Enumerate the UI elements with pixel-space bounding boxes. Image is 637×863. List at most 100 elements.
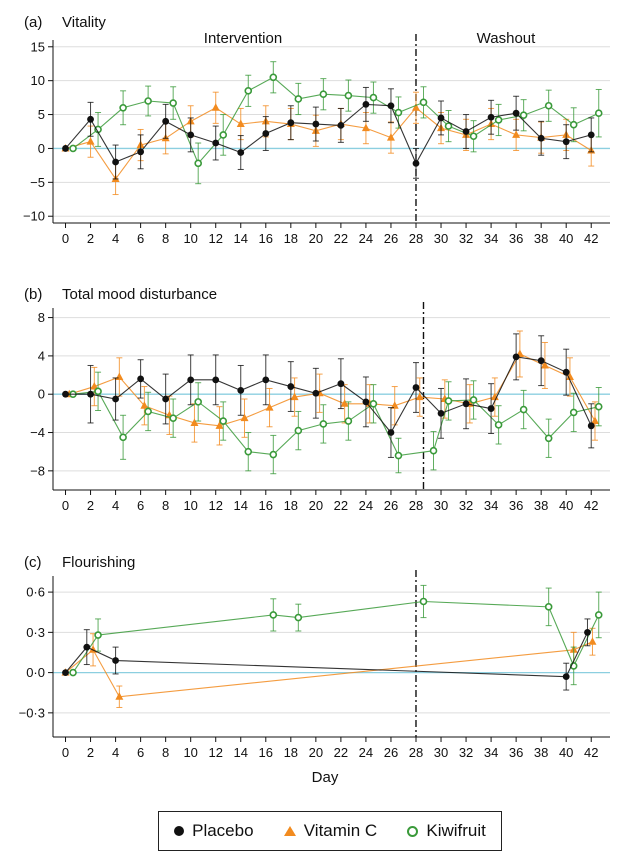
x-tick-label: 36: [509, 745, 523, 760]
legend-label-vitamin-c: Vitamin C: [303, 821, 378, 840]
x-tick-label: 30: [434, 498, 448, 513]
data-point-placebo: [87, 115, 94, 123]
data-point-vitamin-c: [211, 103, 220, 111]
data-point-vitamin-c: [215, 421, 224, 429]
panel-c-title: Flourishing: [62, 554, 135, 571]
data-point-kiwifruit: [369, 93, 378, 102]
x-tick-label: 28: [409, 231, 423, 246]
data-point-kiwifruit: [344, 91, 353, 100]
legend-label-kiwifruit: Kiwifruit: [426, 821, 486, 840]
data-point-kiwifruit: [219, 417, 228, 425]
data-point-vitamin-c: [90, 382, 99, 390]
data-point-vitamin-c: [115, 372, 124, 380]
data-point-kiwifruit: [544, 603, 553, 611]
series-line-kiwifruit: [72, 76, 599, 165]
y-tick-label: 10: [31, 73, 45, 88]
series-placebo: [62, 333, 595, 458]
data-point-placebo: [337, 122, 345, 129]
data-point-kiwifruit: [294, 613, 303, 622]
x-tick-label: 10: [183, 231, 197, 246]
data-point-kiwifruit: [269, 611, 278, 619]
y-tick-label: 5: [38, 107, 45, 122]
data-point-vitamin-c: [140, 401, 149, 409]
series-line-kiwifruit: [72, 600, 600, 673]
x-tick-label: 4: [112, 498, 119, 513]
data-point-placebo: [112, 158, 119, 166]
y-tick-label: 0·6: [26, 585, 45, 600]
data-point-placebo: [412, 159, 420, 167]
x-tick-label: 2: [87, 498, 94, 513]
y-tick-label: 0·0: [26, 665, 45, 680]
legend-item-vitamin-c: Vitamin C: [283, 821, 378, 841]
x-tick-label: 38: [534, 498, 548, 513]
data-point-vitamin-c: [115, 692, 124, 700]
y-tick-label: −5: [30, 175, 45, 190]
x-tick-label: 22: [334, 745, 348, 760]
y-tick-label: −4: [30, 425, 45, 440]
x-tick-label: 24: [359, 231, 373, 246]
x-tick-label: 30: [434, 231, 448, 246]
data-point-placebo: [62, 669, 69, 676]
x-tick-label: 26: [384, 231, 398, 246]
plot-flourishing: −0·30·00·30·60 2 4 6 8 10 12 14 16 18 20 22 24 26 28 30…: [19, 570, 610, 760]
y-tick-label: 0: [38, 141, 45, 156]
phase-label-washout: Washout: [477, 30, 536, 47]
x-tick-label: 24: [359, 745, 373, 760]
data-point-placebo: [512, 353, 520, 361]
x-tick-label: 26: [384, 498, 398, 513]
data-point-placebo: [137, 148, 145, 156]
data-point-placebo: [162, 395, 170, 403]
data-point-placebo: [362, 100, 370, 108]
data-point-vitamin-c: [588, 637, 597, 645]
x-tick-label: 16: [259, 231, 273, 246]
data-point-placebo: [537, 357, 545, 365]
data-point-placebo: [62, 390, 69, 398]
x-tick-label: 18: [284, 231, 298, 246]
data-point-placebo: [337, 380, 345, 388]
data-point-kiwifruit: [419, 98, 428, 107]
x-tick-label: 28: [409, 498, 423, 513]
data-point-placebo: [387, 429, 395, 436]
data-point-vitamin-c: [390, 401, 399, 409]
data-point-placebo: [437, 409, 445, 417]
legend-item-placebo: Placebo: [174, 821, 254, 841]
data-point-kiwifruit: [294, 426, 303, 435]
data-point-placebo: [512, 109, 520, 117]
x-tick-label: 26: [384, 745, 398, 760]
data-point-kiwifruit: [244, 447, 253, 456]
x-tick-label: 18: [284, 745, 298, 760]
x-tick-label: 40: [559, 498, 573, 513]
data-point-placebo: [587, 422, 595, 430]
data-point-kiwifruit: [269, 450, 278, 459]
x-tick-label: 22: [334, 231, 348, 246]
data-point-kiwifruit: [394, 108, 403, 117]
y-tick-label: −10: [23, 209, 45, 224]
data-point-placebo: [187, 376, 195, 384]
data-point-placebo: [262, 130, 270, 137]
x-tick-label: 16: [259, 745, 273, 760]
x-tick-label: 0: [62, 498, 69, 513]
x-tick-label: 36: [509, 498, 523, 513]
x-tick-label: 32: [459, 745, 473, 760]
x-tick-label: 40: [559, 231, 573, 246]
y-tick-label: 8: [38, 310, 45, 325]
data-point-placebo: [462, 128, 470, 135]
legend-label-placebo: Placebo: [192, 821, 254, 840]
x-tick-label: 20: [309, 498, 323, 513]
series-vitamin_c: [65, 330, 599, 446]
data-point-placebo: [412, 384, 420, 391]
x-tick-label: 14: [234, 231, 248, 246]
x-tick-label: 10: [183, 745, 197, 760]
series-kiwifruit: [69, 584, 603, 686]
data-point-placebo: [237, 386, 245, 394]
x-tick-label: 4: [112, 231, 119, 246]
data-point-kiwifruit: [519, 405, 528, 414]
data-point-kiwifruit: [94, 631, 102, 639]
y-tick-label: 15: [31, 39, 45, 54]
data-point-kiwifruit: [594, 611, 603, 619]
y-tick-label: 0: [38, 387, 45, 402]
data-point-kiwifruit: [369, 399, 378, 408]
x-tick-label: 0: [62, 231, 69, 246]
